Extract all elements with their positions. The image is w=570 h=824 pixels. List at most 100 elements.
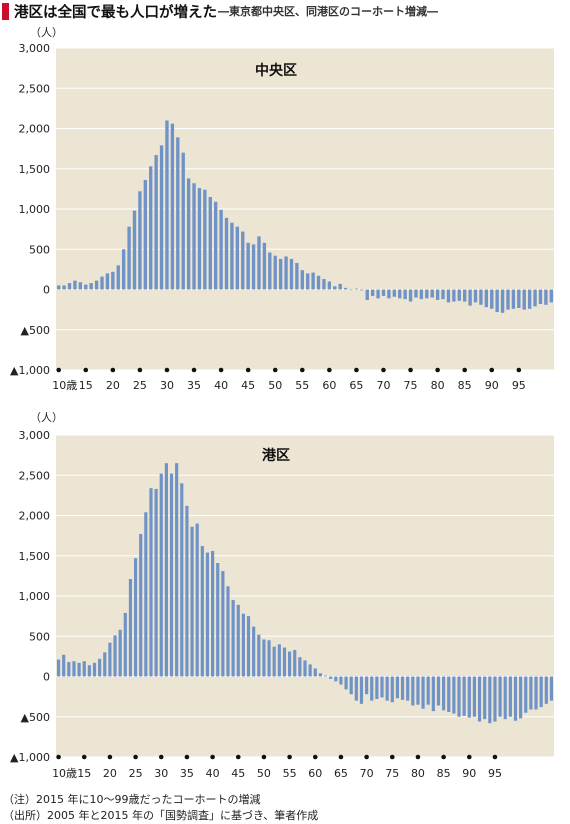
bar-age-52 [272, 646, 276, 677]
bar-age-16 [89, 283, 93, 290]
bar-age-82 [446, 289, 451, 303]
bar-age-99 [513, 676, 518, 721]
bar-age-86 [447, 676, 451, 712]
bar-age-10 [56, 659, 61, 677]
bar-age-31 [164, 463, 168, 677]
bar-age-104 [539, 676, 543, 708]
bar-age-39 [214, 201, 218, 290]
x-tick-dot [299, 367, 305, 373]
bar-age-67 [349, 676, 353, 695]
bar-age-28 [149, 488, 153, 677]
bar-age-51 [278, 258, 283, 290]
x-tick-dot [56, 754, 61, 760]
bar-age-77 [419, 289, 424, 300]
bar-age-34 [180, 483, 184, 677]
bar-age-97 [527, 289, 532, 309]
bar-age-26 [143, 180, 147, 290]
bar-age-64 [349, 289, 353, 291]
bar-age-93 [483, 676, 487, 720]
bar-age-32 [176, 137, 180, 290]
bar-age-90 [490, 289, 494, 309]
x-tick-dot [272, 367, 278, 373]
x-tick-dot [235, 754, 241, 760]
x-tick-label: 20 [106, 379, 120, 392]
bar-age-79 [411, 676, 415, 706]
x-tick-label: 40 [206, 767, 220, 780]
bar-age-56 [293, 649, 297, 677]
bar-age-41 [216, 563, 220, 677]
bar-age-68 [354, 676, 358, 701]
x-tick-dot [191, 367, 197, 373]
bar-age-33 [175, 463, 179, 677]
bar-age-87 [473, 289, 478, 303]
bar-age-14 [77, 662, 81, 677]
bar-age-96 [498, 676, 502, 717]
x-tick-dot [133, 754, 138, 760]
chart-title: 港区 [262, 447, 290, 464]
title-bar: 港区は全国で最も人口が増えた ―東京都中央区、同港区のコーホート増減― [0, 0, 570, 22]
bar-age-57 [311, 272, 315, 290]
bar-age-18 [98, 658, 102, 677]
bar-age-69 [359, 676, 364, 704]
bar-age-63 [329, 676, 333, 679]
x-tick-dot [261, 754, 267, 760]
bar-age-42 [221, 571, 225, 677]
bar-age-71 [370, 676, 374, 701]
x-tick-dot [245, 367, 251, 373]
bar-age-54 [295, 262, 299, 290]
bar-age-17 [94, 280, 99, 290]
bar-age-46 [241, 613, 245, 677]
bar-age-98 [533, 289, 537, 307]
bar-age-70 [365, 676, 369, 695]
bar-age-43 [226, 586, 230, 677]
bar-age-76 [414, 289, 418, 298]
bar-age-49 [257, 634, 261, 677]
y-tick-label: ▲500 [21, 324, 50, 337]
bar-age-41 [224, 217, 229, 290]
bar-age-12 [67, 662, 71, 677]
x-tick-label: 35 [180, 767, 194, 780]
bar-age-29 [154, 488, 158, 677]
x-tick-label: 85 [458, 379, 472, 392]
bar-age-34 [186, 178, 191, 290]
bar-age-101 [549, 289, 553, 303]
bar-age-81 [441, 289, 445, 300]
bar-age-100 [519, 676, 523, 719]
y-tick-label: 2,500 [19, 469, 51, 482]
bar-age-69 [376, 289, 380, 299]
y-tick-label: 500 [29, 630, 50, 643]
bar-age-48 [252, 626, 256, 677]
bar-age-32 [169, 473, 174, 677]
chart-title: 中央区 [255, 62, 297, 79]
x-tick-dot [81, 754, 87, 760]
bar-age-88 [457, 676, 461, 717]
x-tick-label: 65 [349, 379, 363, 392]
bar-age-55 [300, 270, 304, 290]
bar-age-62 [323, 675, 328, 677]
bar-age-59 [322, 279, 326, 290]
bar-age-54 [282, 647, 287, 677]
bar-age-47 [246, 616, 251, 677]
bar-age-53 [277, 644, 281, 677]
bar-age-12 [67, 283, 72, 290]
bar-age-84 [436, 676, 441, 706]
x-tick-dot [164, 367, 170, 373]
page-title: 港区は全国で最も人口が増えた [14, 4, 217, 21]
y-tick-label: 3,000 [19, 42, 51, 55]
y-tick-label: 1,000 [19, 590, 51, 603]
bar-age-71 [387, 289, 391, 299]
bar-age-63 [343, 287, 348, 290]
y-tick-label: 0 [43, 671, 50, 684]
x-tick-label: 95 [512, 379, 526, 392]
bar-age-52 [284, 256, 288, 290]
bar-age-68 [370, 289, 375, 296]
x-tick-label: 10歳 [52, 379, 77, 392]
bar-age-33 [181, 152, 185, 290]
bar-age-25 [138, 191, 142, 290]
bar-age-35 [185, 505, 189, 677]
y-tick-label: ▲1,000 [10, 751, 50, 764]
x-tick-label: 35 [187, 379, 201, 392]
bar-age-48 [262, 242, 267, 290]
x-tick-label: 25 [129, 767, 143, 780]
bar-age-50 [262, 639, 266, 677]
